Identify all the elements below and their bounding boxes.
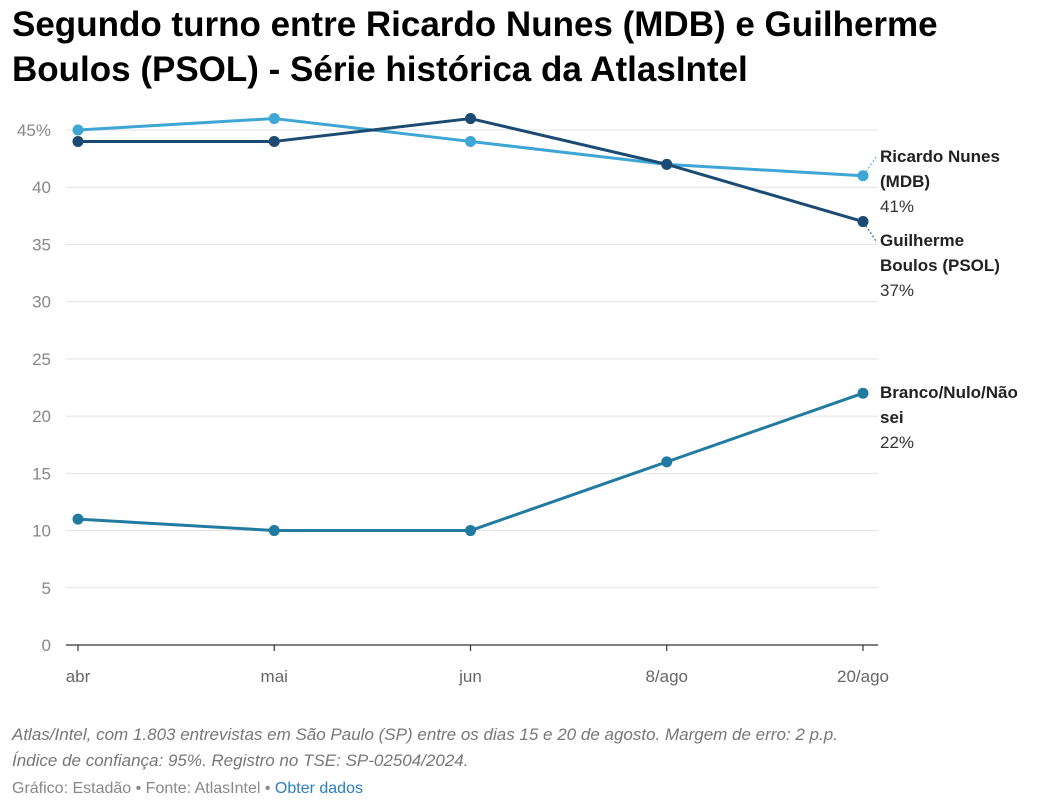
- data-point: [857, 170, 869, 182]
- separator: •: [131, 780, 146, 797]
- y-axis-ticks: 0 5 10 15 20 25 30 35 40 45%: [17, 121, 51, 655]
- x-axis: abr mai jun 8/ago 20/ago: [66, 644, 889, 686]
- y-tick-label: 0: [42, 636, 51, 655]
- data-point: [268, 135, 280, 147]
- data-point: [857, 387, 869, 399]
- data-point: [465, 135, 476, 147]
- data-point: [268, 113, 280, 125]
- series-line: [77, 117, 864, 178]
- series-line: [77, 391, 864, 533]
- data-point: [465, 113, 476, 125]
- series-label: Guilherme: [880, 231, 964, 250]
- series-label: Boulos (PSOL): [880, 256, 1000, 275]
- x-tick-label: jun: [458, 667, 482, 686]
- label-connector: [865, 156, 877, 173]
- series-end-value: 41%: [880, 197, 914, 216]
- series-label: Branco/Nulo/Não: [880, 383, 1018, 402]
- separator: •: [260, 780, 275, 797]
- gridlines: [66, 129, 878, 589]
- y-tick-label: 15: [32, 464, 51, 483]
- series: [72, 113, 869, 537]
- chart-title: Segundo turno entre Ricardo Nunes (MDB) …: [12, 5, 938, 89]
- data-point: [661, 456, 673, 468]
- data-point: [72, 513, 84, 525]
- y-tick-label: 10: [32, 522, 51, 541]
- source-note-line2: Índice de confiança: 95%. Registro no TS…: [12, 751, 469, 770]
- data-point: [661, 158, 673, 170]
- credit-chart: Gráfico: Estadão: [12, 780, 132, 797]
- y-tick-label: 40: [32, 178, 51, 197]
- series-end-value: 37%: [880, 281, 914, 300]
- y-tick-label: 25: [32, 350, 51, 369]
- x-tick-label: abr: [66, 667, 91, 686]
- series-label: (MDB): [880, 172, 930, 191]
- x-tick-label: 8/ago: [645, 667, 688, 686]
- series-label: sei: [880, 408, 904, 427]
- y-tick-label: 5: [42, 579, 51, 598]
- x-tick-label: mai: [261, 667, 288, 686]
- source-note: Atlas/Intel, com 1.803 entrevistas em Sã…: [12, 722, 1032, 774]
- x-tick-label: 20/ago: [837, 667, 889, 686]
- credit-source: Fonte: AtlasIntel: [145, 780, 261, 797]
- credits: Gráfico: Estadão • Fonte: AtlasIntel • O…: [12, 780, 1032, 798]
- data-point: [857, 216, 869, 228]
- line-chart: 0 5 10 15 20 25 30 35 40 45% abr mai jun 8/ago 20/ago…: [17, 113, 1018, 686]
- data-point: [268, 525, 280, 537]
- series-labels: Ricardo Nunes (MDB) 41% Guilherme Boulos (PS…: [865, 147, 1018, 452]
- y-tick-label: 45%: [17, 121, 51, 140]
- source-note-line1: Atlas/Intel, com 1.803 entrevistas em Sã…: [12, 725, 838, 744]
- y-tick-label: 35: [32, 235, 51, 254]
- data-point: [72, 135, 84, 147]
- get-data-link[interactable]: Obter dados: [274, 780, 363, 797]
- data-point: [465, 525, 476, 537]
- y-tick-label: 30: [32, 293, 51, 312]
- data-point: [72, 124, 84, 136]
- label-connector: [865, 225, 877, 242]
- y-tick-label: 20: [32, 407, 51, 426]
- series-end-value: 22%: [880, 433, 914, 452]
- series-label: Ricardo Nunes: [880, 147, 1000, 166]
- footer: Atlas/Intel, com 1.803 entrevistas em Sã…: [12, 722, 1032, 798]
